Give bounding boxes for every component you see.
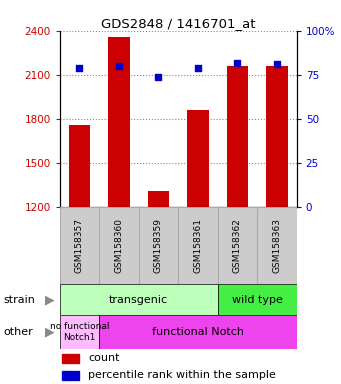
Bar <box>139 207 178 284</box>
Bar <box>226 66 248 207</box>
Bar <box>99 315 297 349</box>
Text: strain: strain <box>3 295 35 305</box>
Text: wild type: wild type <box>232 295 283 305</box>
Bar <box>60 207 99 284</box>
Point <box>156 74 161 80</box>
Text: ▶: ▶ <box>45 326 54 339</box>
Text: GSM158362: GSM158362 <box>233 218 242 273</box>
Point <box>195 65 201 71</box>
Title: GDS2848 / 1416701_at: GDS2848 / 1416701_at <box>101 17 255 30</box>
Bar <box>218 207 257 284</box>
Bar <box>108 36 130 207</box>
Text: percentile rank within the sample: percentile rank within the sample <box>88 370 276 381</box>
Bar <box>218 284 297 315</box>
Bar <box>178 207 218 284</box>
Bar <box>266 66 288 207</box>
Bar <box>62 371 79 380</box>
Point <box>235 60 240 66</box>
Bar <box>60 284 218 315</box>
Text: GSM158360: GSM158360 <box>115 218 123 273</box>
Point <box>77 65 82 71</box>
Point <box>274 61 280 67</box>
Text: transgenic: transgenic <box>109 295 168 305</box>
Bar <box>60 315 99 349</box>
Point <box>116 63 122 69</box>
Bar <box>99 207 139 284</box>
Text: GSM158361: GSM158361 <box>193 218 203 273</box>
Text: no functional
Notch1: no functional Notch1 <box>50 323 109 342</box>
Text: ▶: ▶ <box>45 293 54 306</box>
Bar <box>148 191 169 207</box>
Bar <box>62 354 79 362</box>
Text: count: count <box>88 353 120 363</box>
Text: GSM158359: GSM158359 <box>154 218 163 273</box>
Text: GSM158357: GSM158357 <box>75 218 84 273</box>
Bar <box>257 207 297 284</box>
Text: functional Notch: functional Notch <box>152 327 244 337</box>
Bar <box>187 110 209 207</box>
Text: GSM158363: GSM158363 <box>272 218 281 273</box>
Bar <box>69 125 90 207</box>
Text: other: other <box>3 327 33 337</box>
